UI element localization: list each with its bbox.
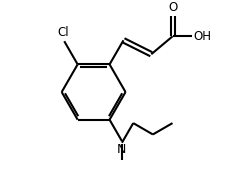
Text: N: N	[117, 143, 126, 156]
Text: OH: OH	[193, 30, 211, 43]
Text: O: O	[168, 1, 177, 14]
Text: Cl: Cl	[58, 25, 69, 38]
